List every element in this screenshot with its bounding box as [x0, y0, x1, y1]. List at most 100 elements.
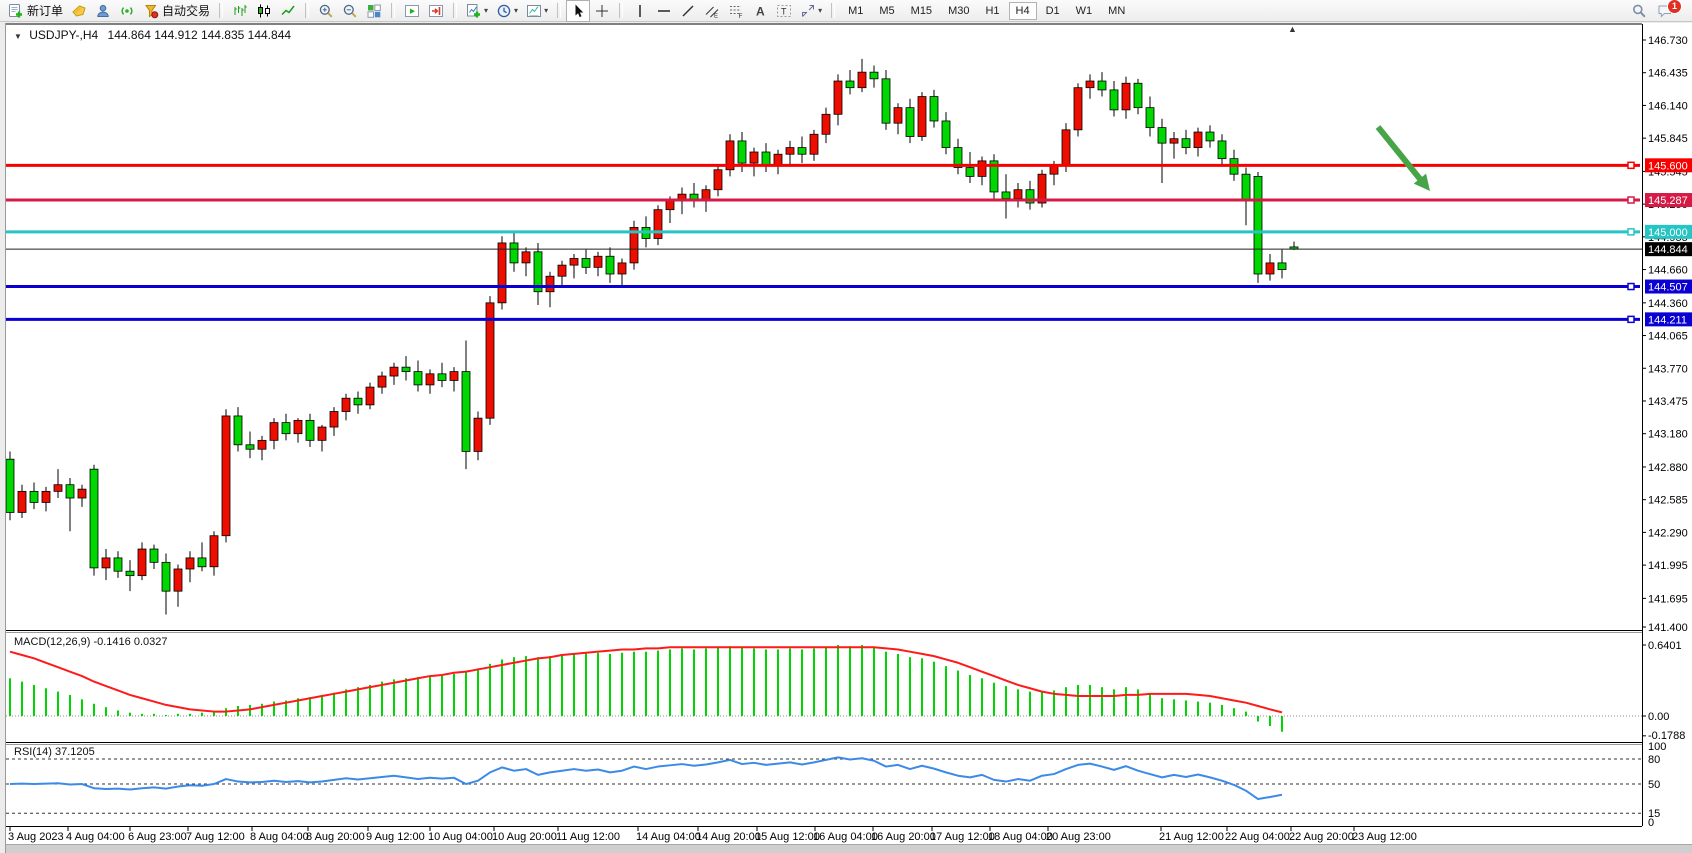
horizontal-level-line[interactable]: 144.211 — [6, 312, 1692, 327]
chart-canvas[interactable]: 146.730146.435146.140145.845145.545145.2… — [6, 23, 1692, 853]
channel-button[interactable]: E — [700, 0, 724, 22]
rsi-tick-label: 15 — [1648, 808, 1660, 820]
macd-axis: 0.6401 0.00 -0.1788 — [1642, 640, 1685, 742]
bullish-candle — [1193, 131, 1203, 148]
crosshair-button[interactable] — [590, 0, 614, 22]
bullish-candle — [833, 80, 843, 115]
price-axis[interactable]: 146.730146.435146.140145.845145.545145.2… — [1642, 35, 1688, 634]
zoom-in-button[interactable] — [314, 0, 338, 22]
autoscroll-button[interactable] — [400, 0, 424, 22]
bearish-candle — [1205, 131, 1215, 142]
cursor-button[interactable] — [566, 0, 591, 22]
shapes-button[interactable]: ▾ — [796, 0, 826, 22]
chart-window: 146.730146.435146.140145.845145.545145.2… — [5, 23, 1692, 853]
candles-icon — [258, 4, 271, 17]
timeframe-m15-button[interactable]: M15 — [910, 4, 933, 17]
bullish-candle — [425, 373, 435, 386]
vertical-line-button[interactable] — [628, 0, 652, 22]
horizontal-level-line[interactable]: 145.600 — [6, 158, 1692, 173]
price-tick-label: 145.845 — [1648, 133, 1688, 145]
chart-shift-marker[interactable]: ▲ — [1288, 24, 1297, 34]
price-tag-label: 144.507 — [1648, 282, 1688, 294]
bars-icon — [234, 4, 247, 16]
trend-arrow-annotation[interactable] — [1375, 125, 1430, 191]
bearish-candle — [1253, 176, 1263, 275]
bullish-candle — [17, 490, 27, 513]
toolbar-separator — [453, 3, 458, 18]
date-tick-label: 11 Aug 12:00 — [556, 831, 620, 843]
chevron-down-icon: ▾ — [818, 6, 823, 15]
signals-button[interactable] — [115, 0, 139, 22]
horizontal-level-line[interactable]: 145.000 — [6, 224, 1692, 239]
templates-button[interactable]: ▾ — [522, 0, 552, 22]
text-button[interactable]: A — [748, 0, 772, 22]
chevron-down-icon: ▾ — [544, 6, 549, 15]
autotrading-button-label: 自动交易 — [162, 4, 211, 18]
date-tick-label: 15 Aug 12:00 — [755, 831, 820, 843]
chart-shift-button[interactable] — [424, 0, 448, 22]
price-tag-icon — [72, 4, 86, 17]
bullish-candle — [389, 366, 399, 377]
bullish-candle — [77, 488, 87, 499]
bullish-candle — [329, 411, 339, 428]
bullish-candle — [137, 548, 147, 577]
autotrading-button[interactable]: 自动交易 — [139, 0, 214, 22]
date-tick-label: 6 Aug 23:00 — [128, 831, 187, 843]
bullish-candle — [857, 71, 867, 89]
date-tick-label: 14 Aug 04:00 — [636, 831, 701, 843]
bearish-candle — [1097, 80, 1107, 91]
price-tick-label: 146.435 — [1648, 68, 1688, 80]
date-tick-label: 9 Aug 12:00 — [366, 831, 425, 843]
tile-windows-button[interactable] — [362, 0, 386, 22]
periods-button[interactable]: ▾ — [492, 0, 522, 22]
timeframe-m1-button[interactable]: M1 — [848, 4, 864, 17]
bullish-candle — [917, 96, 927, 137]
date-tick-label: 20 Aug 23:00 — [1046, 831, 1111, 843]
horizontal-level-line[interactable]: 145.287 — [6, 193, 1692, 208]
timeframe-h1-button[interactable]: H1 — [985, 4, 1000, 17]
indicators-button[interactable]: ▾ — [462, 0, 492, 22]
bullish-candle — [221, 415, 231, 537]
bearish-candle — [1025, 189, 1035, 204]
timeframe-m5-button[interactable]: M5 — [879, 4, 895, 17]
bars-button[interactable] — [228, 0, 252, 22]
timeframe-m30-button[interactable]: M30 — [948, 4, 970, 17]
bullish-candle — [629, 227, 639, 264]
toolbar-separator — [619, 3, 624, 18]
price-tag-button[interactable] — [67, 0, 91, 22]
chevron-down-icon[interactable]: ▼ — [14, 32, 22, 41]
bearish-candle — [905, 107, 915, 137]
candles-button[interactable] — [252, 0, 276, 22]
templates-icon — [527, 4, 542, 17]
price-tick-label: 141.995 — [1648, 560, 1688, 572]
profile-button[interactable] — [91, 0, 115, 22]
bullish-candle — [749, 151, 759, 164]
timeframe-d1-button[interactable]: D1 — [1045, 4, 1060, 17]
horizontal-line-button[interactable] — [652, 0, 676, 22]
label-button[interactable]: T — [772, 0, 796, 22]
search-button[interactable] — [1626, 1, 1652, 21]
date-tick-label: 3 Aug 2023 — [8, 831, 64, 843]
profile-icon — [97, 4, 109, 17]
line-chart-button[interactable] — [276, 0, 300, 22]
price-tick-label: 144.660 — [1648, 265, 1688, 277]
time-axis[interactable]: 3 Aug 2023 4 Aug 04:00 6 Aug 23:00 7 Aug 12… — [8, 826, 1417, 843]
bullish-candle — [497, 242, 507, 304]
new-order-button[interactable]: 新订单 — [4, 0, 67, 22]
chat-button[interactable]: 1 — [1652, 0, 1682, 21]
timeframe-w1-button[interactable]: W1 — [1075, 4, 1093, 17]
price-tick-label: 144.360 — [1648, 298, 1688, 310]
trendline-button[interactable] — [676, 0, 700, 22]
horizontal-level-line[interactable]: 144.507 — [6, 279, 1692, 294]
bearish-candle — [869, 71, 879, 80]
price-tick-label: 144.065 — [1648, 331, 1688, 343]
bearish-candle — [113, 557, 123, 572]
horizontal-scrollbar[interactable] — [6, 844, 1692, 853]
fibonacci-button[interactable]: F — [724, 0, 748, 22]
zoom-out-button[interactable] — [338, 0, 362, 22]
timeframe-mn-button[interactable]: MN — [1108, 4, 1126, 17]
bearish-candle — [509, 242, 519, 264]
macd-label: MACD(12,26,9) -0.1416 0.0327 — [14, 636, 168, 648]
timeframe-h4-button[interactable]: H4 — [1008, 1, 1037, 20]
